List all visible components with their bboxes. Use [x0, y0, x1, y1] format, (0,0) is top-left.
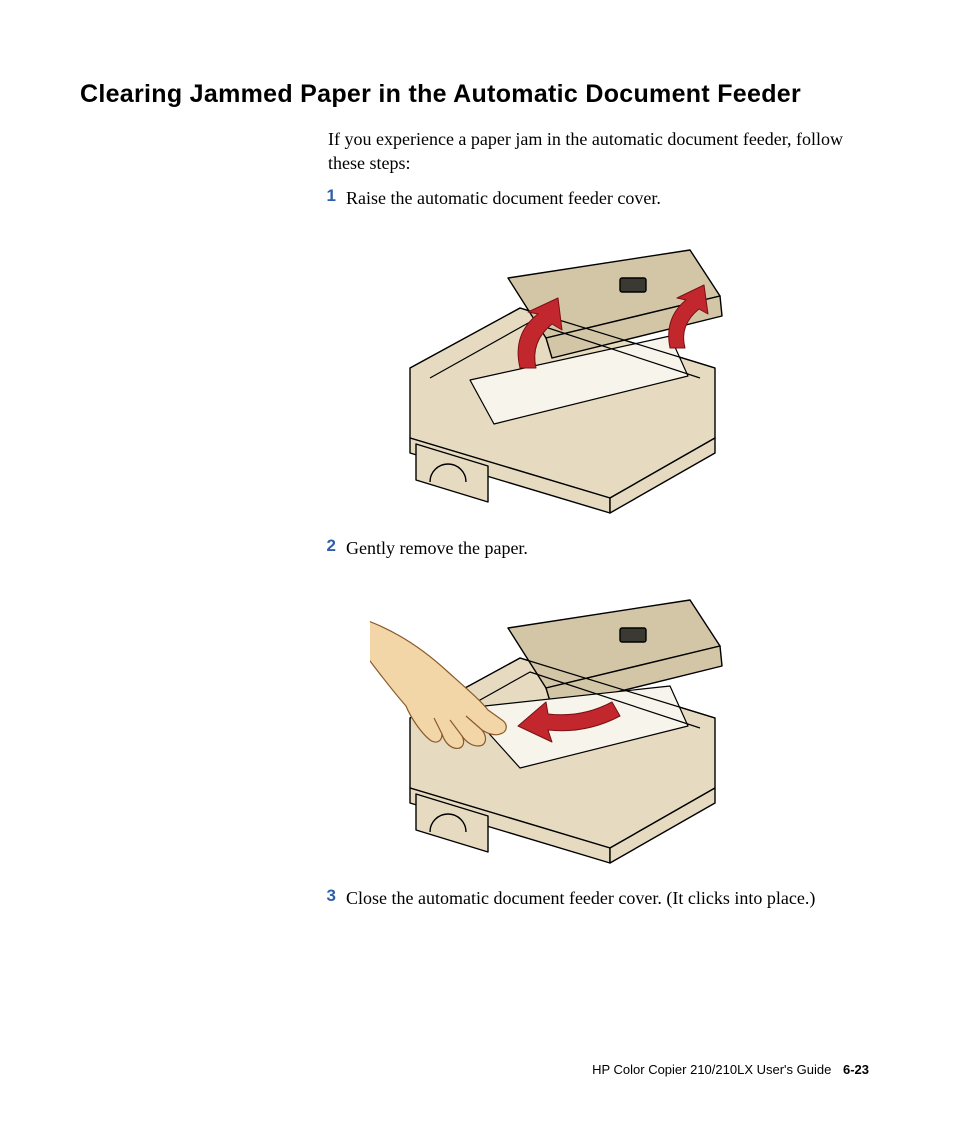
page-footer: HP Color Copier 210/210LX User's Guide 6…	[592, 1062, 869, 1077]
printer-raise-cover-illustration	[370, 238, 740, 518]
step-2: 2 Gently remove the paper.	[310, 536, 854, 560]
manual-page: Clearing Jammed Paper in the Automatic D…	[0, 0, 954, 1145]
step-3: 3 Close the automatic document feeder co…	[310, 886, 854, 910]
step-text: Gently remove the paper.	[346, 536, 528, 560]
figure-2	[370, 588, 874, 868]
step-number: 1	[310, 186, 346, 206]
intro-paragraph: If you experience a paper jam in the aut…	[328, 127, 854, 176]
printer-remove-paper-illustration	[370, 588, 740, 868]
page-heading: Clearing Jammed Paper in the Automatic D…	[80, 80, 874, 109]
step-1: 1 Raise the automatic document feeder co…	[310, 186, 854, 210]
footer-page-number: 6-23	[843, 1062, 869, 1077]
footer-guide-title: HP Color Copier 210/210LX User's Guide	[592, 1062, 831, 1077]
step-text: Raise the automatic document feeder cove…	[346, 186, 661, 210]
step-number: 2	[310, 536, 346, 556]
step-text: Close the automatic document feeder cove…	[346, 886, 815, 910]
figure-1	[370, 238, 874, 518]
step-number: 3	[310, 886, 346, 906]
